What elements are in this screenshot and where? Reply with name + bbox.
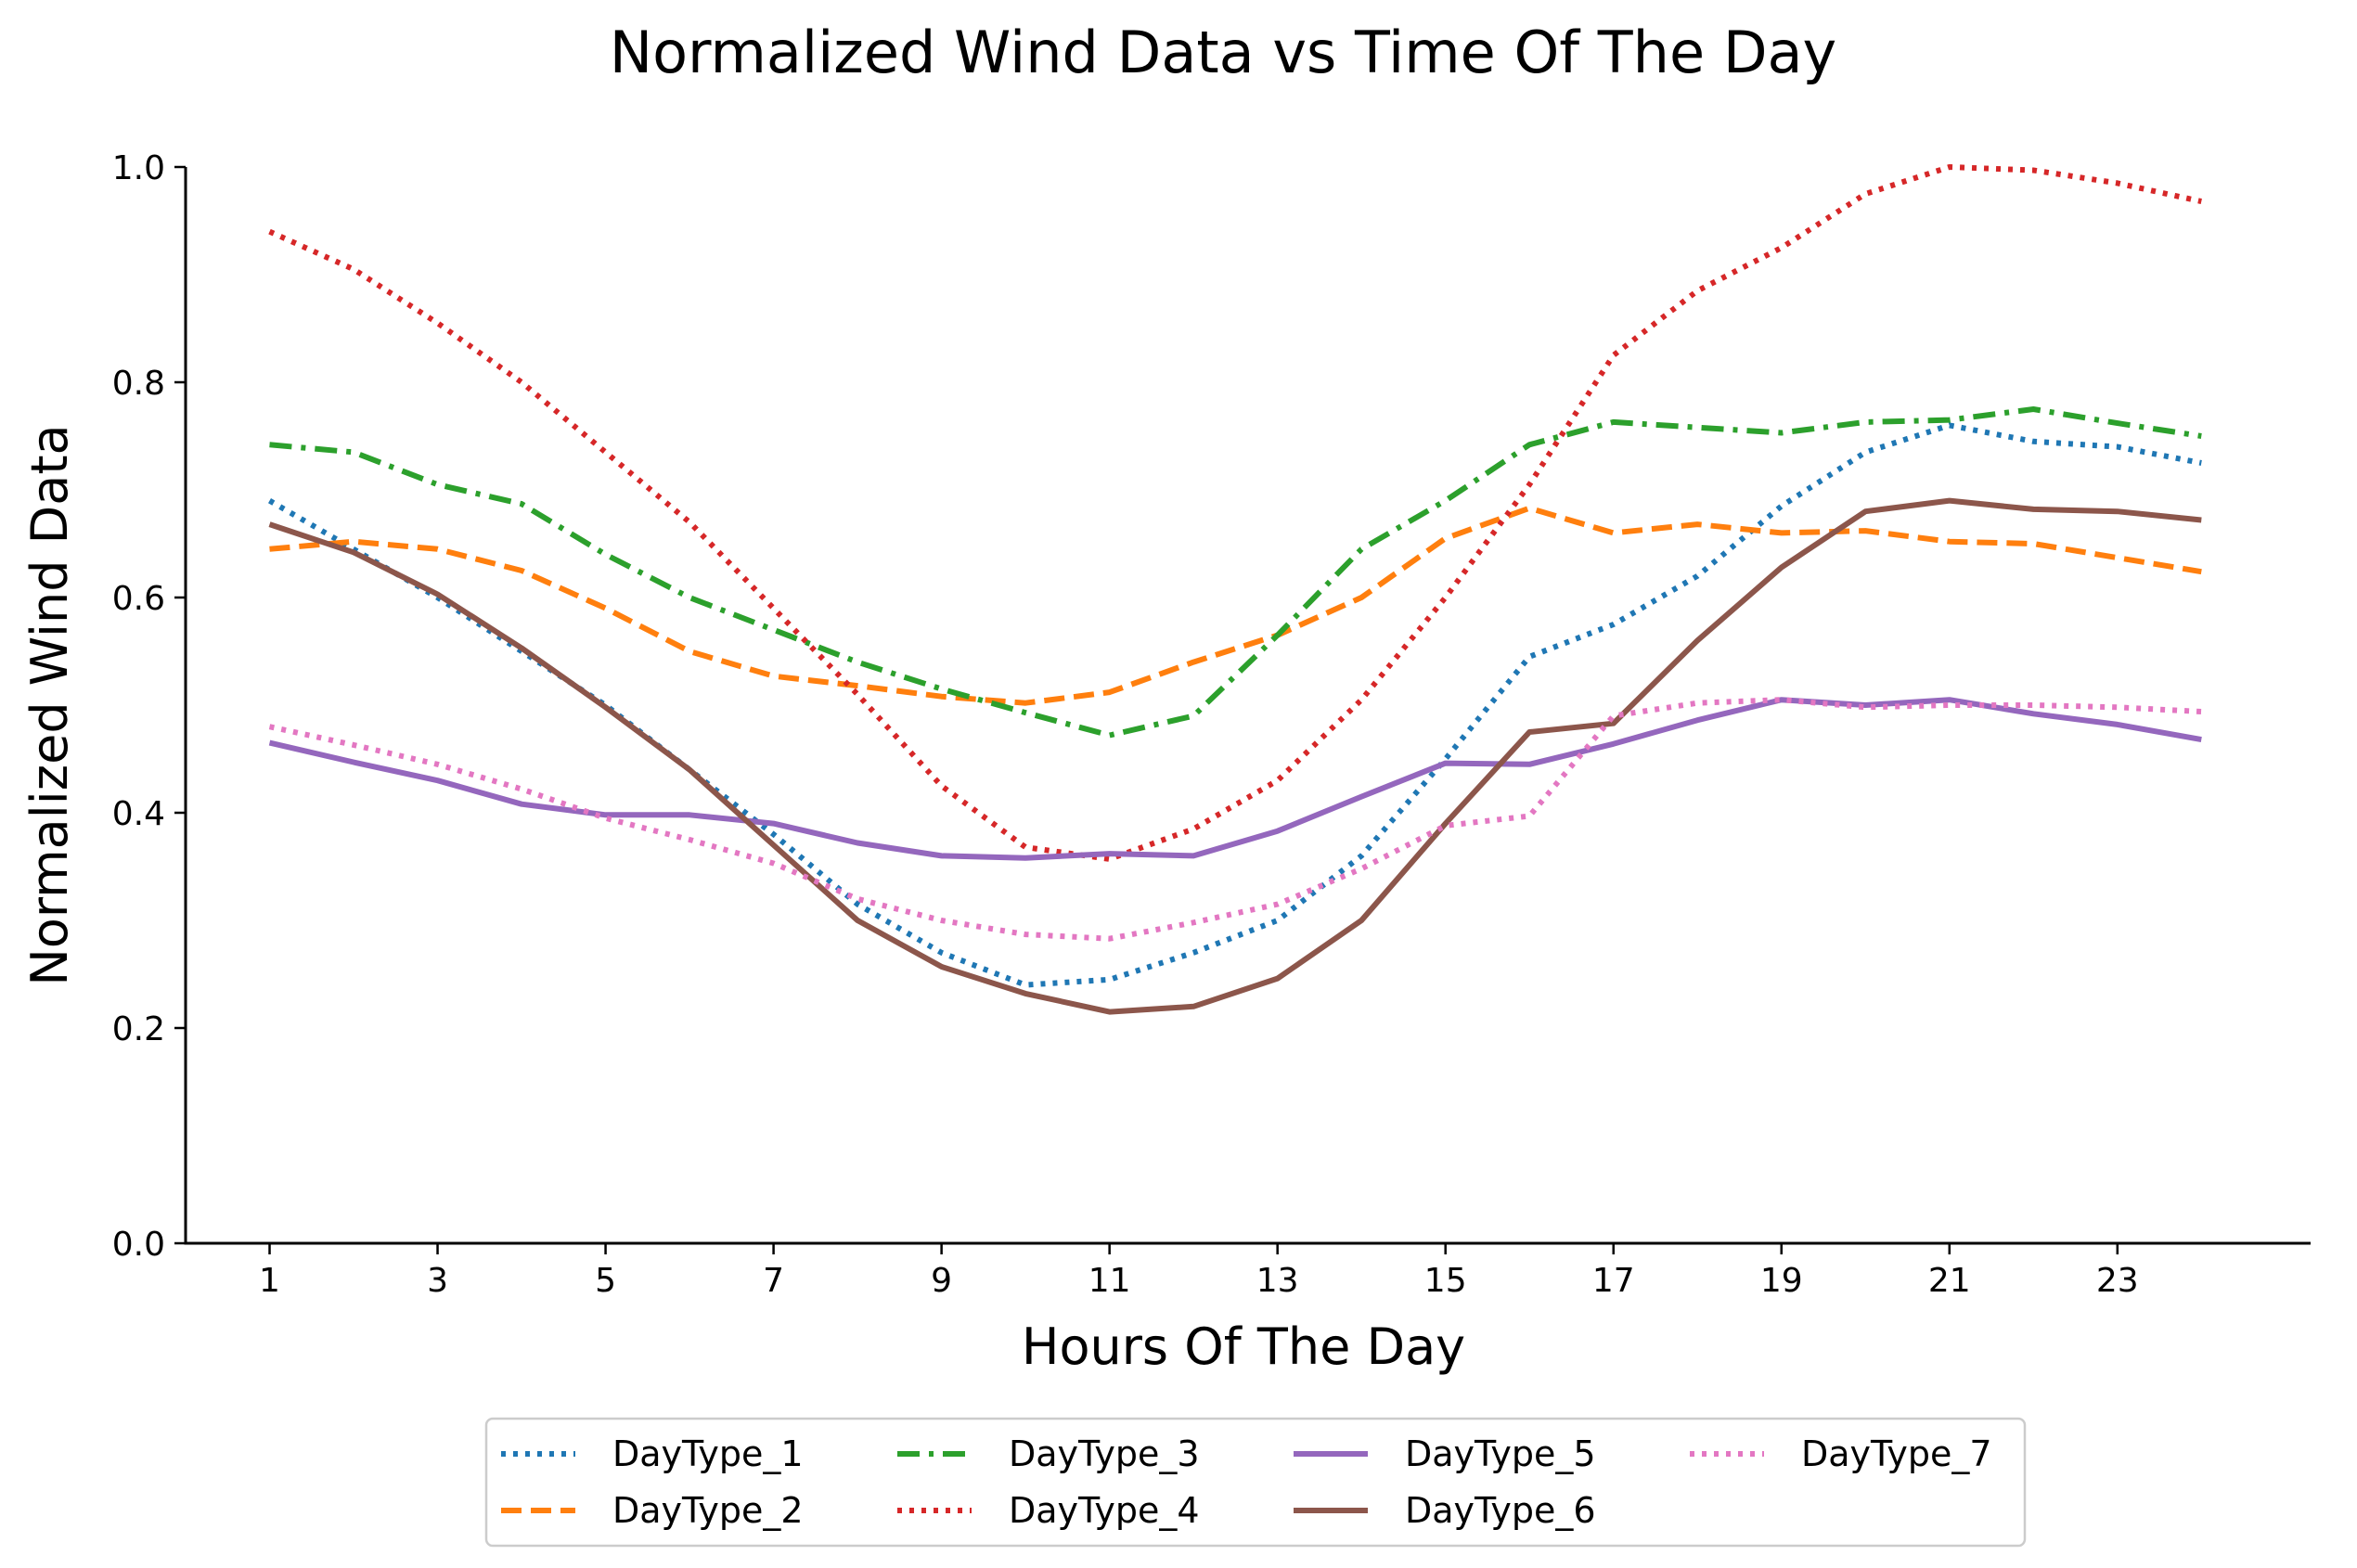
x-tick-label: 23 (2096, 1262, 2139, 1300)
x-tick-label: 5 (595, 1262, 616, 1300)
legend-label-daytype-4: DayType_4 (1009, 1490, 1200, 1531)
y-axis-label: Normalized Wind Data (20, 424, 79, 985)
x-tick-label: 1 (259, 1262, 280, 1300)
series-line-daytype-2 (269, 505, 2202, 706)
series-line-daytype-4 (268, 164, 2202, 862)
x-tick-label: 19 (1760, 1262, 1803, 1300)
x-tick-label: 9 (931, 1262, 952, 1300)
series-line-daytype-7 (268, 697, 2202, 942)
legend-label-daytype-5: DayType_5 (1405, 1433, 1596, 1474)
series-line-daytype-6 (268, 497, 2202, 1015)
x-tick-label: 15 (1424, 1262, 1467, 1300)
x-axis-label: Hours Of The Day (1022, 1317, 1465, 1376)
series-line-daytype-3 (269, 406, 2202, 739)
y-tick-label: 0.6 (112, 580, 165, 618)
legend-label-daytype-3: DayType_3 (1009, 1433, 1200, 1474)
x-tick-label: 13 (1256, 1262, 1299, 1300)
x-tick-label: 21 (1928, 1262, 1971, 1300)
y-tick-label: 0.2 (112, 1010, 165, 1048)
legend-label-daytype-1: DayType_1 (612, 1433, 804, 1474)
chart-title: Normalized Wind Data vs Time Of The Day (610, 19, 1837, 86)
x-tick-label: 7 (763, 1262, 784, 1300)
x-tick-label: 3 (427, 1262, 448, 1300)
legend: DayType_1 DayType_2 DayType_3 DayType_4 DayT… (484, 1417, 2027, 1548)
x-ticks: 1 3 5 7 9 11 13 15 17 19 21 23 (259, 1243, 2139, 1300)
y-tick-label: 0.4 (112, 795, 165, 833)
series-line-daytype-5 (268, 697, 2202, 861)
y-tick-label: 0.8 (112, 365, 165, 403)
x-tick-label: 11 (1088, 1262, 1131, 1300)
legend-label-daytype-2: DayType_2 (612, 1490, 804, 1531)
y-ticks: 0.0 0.2 0.4 0.6 0.8 1.0 (112, 149, 186, 1264)
y-tick-label: 1.0 (112, 149, 165, 187)
legend-label-daytype-7: DayType_7 (1801, 1433, 1992, 1474)
plot-lines (268, 164, 2202, 1015)
legend-label-daytype-6: DayType_6 (1405, 1490, 1596, 1531)
x-tick-label: 17 (1592, 1262, 1635, 1300)
y-tick-label: 0.0 (112, 1226, 165, 1264)
legend-frame (484, 1417, 2027, 1548)
